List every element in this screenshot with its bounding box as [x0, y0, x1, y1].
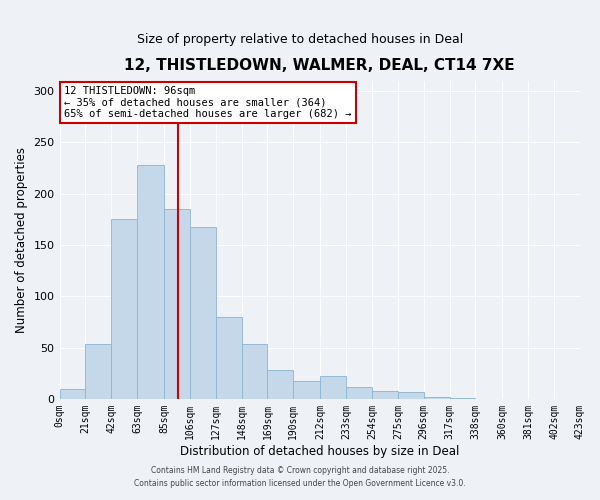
Bar — [449, 398, 475, 399]
Bar — [216, 316, 242, 399]
Bar — [293, 382, 320, 399]
Bar — [190, 228, 216, 399]
Text: 12 THISTLEDOWN: 96sqm
← 35% of detached houses are smaller (364)
65% of semi-det: 12 THISTLEDOWN: 96sqm ← 35% of detached … — [64, 86, 352, 119]
Bar — [372, 390, 398, 399]
Y-axis label: Number of detached properties: Number of detached properties — [15, 146, 28, 332]
Bar — [85, 344, 111, 399]
Bar — [242, 344, 268, 399]
Title: 12, THISTLEDOWN, WALMER, DEAL, CT14 7XE: 12, THISTLEDOWN, WALMER, DEAL, CT14 7XE — [124, 58, 515, 72]
Bar — [268, 370, 293, 399]
Bar — [398, 392, 424, 399]
Bar — [346, 386, 372, 399]
X-axis label: Distribution of detached houses by size in Deal: Distribution of detached houses by size … — [180, 444, 460, 458]
Bar — [320, 376, 346, 399]
Bar — [164, 209, 190, 399]
Bar — [137, 165, 164, 399]
Bar — [424, 397, 449, 399]
Text: Contains HM Land Registry data © Crown copyright and database right 2025.
Contai: Contains HM Land Registry data © Crown c… — [134, 466, 466, 487]
Bar — [59, 388, 85, 399]
Text: Size of property relative to detached houses in Deal: Size of property relative to detached ho… — [137, 32, 463, 46]
Bar — [111, 219, 137, 399]
